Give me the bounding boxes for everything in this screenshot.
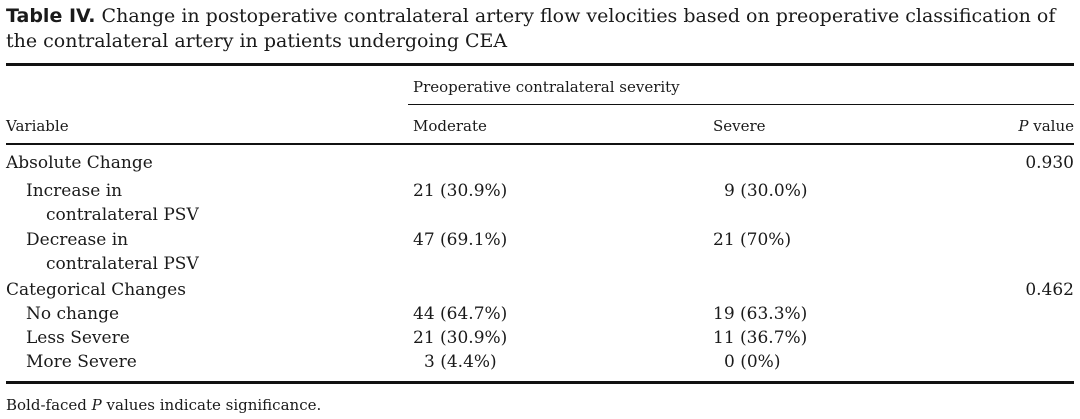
table-footnote: Bold-faced P values indicate significanc… <box>6 396 321 414</box>
row-less-severe-label: Less Severe <box>26 328 130 348</box>
row-no-change-label: No change <box>26 304 120 324</box>
row-less-severe-moderate: 21 (30.9%) <box>413 328 508 348</box>
row-no-change-moderate: 44 (64.7%) <box>413 304 508 324</box>
footnote-p-italic: P <box>91 396 102 414</box>
header-rule <box>6 143 1074 145</box>
row-increase-label-1: Increase in <box>26 181 123 201</box>
severe-header: Severe <box>713 117 766 135</box>
row-absolute-change-label: Absolute Change <box>6 153 153 173</box>
row-increase-label-2: contralateral PSV <box>46 205 199 225</box>
top-rule <box>6 63 1074 66</box>
p-value-header: P value <box>1018 117 1074 135</box>
table-title: Change in postoperative contralateral ar… <box>6 5 1056 52</box>
row-decrease-moderate: 47 (69.1%) <box>413 230 508 250</box>
footnote-pre: Bold-faced <box>6 396 92 414</box>
row-more-severe-label: More Severe <box>26 352 137 372</box>
p-italic: P <box>1018 117 1029 135</box>
row-categorical-label: Categorical Changes <box>6 280 186 300</box>
row-more-severe-moderate: 3 (4.4%) <box>424 352 497 372</box>
row-increase-moderate: 21 (30.9%) <box>413 181 508 201</box>
p-value-label: value <box>1028 117 1074 135</box>
bottom-rule <box>6 381 1074 384</box>
row-absolute-change-p: 0.930 <box>1025 153 1074 173</box>
row-decrease-label-1: Decrease in <box>26 230 129 250</box>
row-categorical-p: 0.462 <box>1025 280 1074 300</box>
table-label: Table IV. <box>6 5 96 27</box>
row-less-severe-severe: 11 (36.7%) <box>713 328 808 348</box>
group-rule <box>408 104 1074 105</box>
moderate-header: Moderate <box>413 117 487 135</box>
row-no-change-severe: 19 (63.3%) <box>713 304 808 324</box>
row-more-severe-severe: 0 (0%) <box>724 352 781 372</box>
column-group-header: Preoperative contralateral severity <box>413 78 680 96</box>
footnote-post: values indicate significance. <box>101 396 322 414</box>
row-decrease-severe: 21 (70%) <box>713 230 792 250</box>
row-decrease-label-2: contralateral PSV <box>46 254 199 274</box>
variable-header: Variable <box>6 117 69 135</box>
row-increase-severe: 9 (30.0%) <box>724 181 808 201</box>
table-caption: Table IV. Change in postoperative contra… <box>6 4 1074 54</box>
